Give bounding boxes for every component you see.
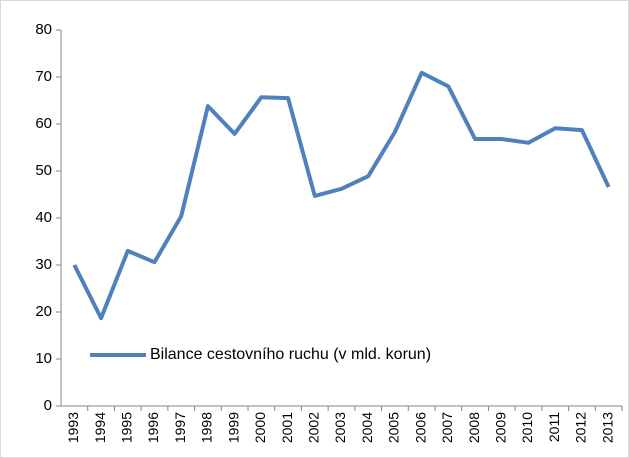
y-tick-label: 0 bbox=[44, 397, 52, 414]
x-tick-label: 1999 bbox=[225, 412, 241, 443]
y-tick-label: 80 bbox=[35, 21, 52, 38]
legend-label: Bilance cestovního ruchu (v mld. korun) bbox=[150, 346, 431, 363]
x-tick-label: 2013 bbox=[599, 412, 615, 443]
x-tick-label: 2000 bbox=[252, 412, 268, 443]
x-tick-label: 1994 bbox=[92, 412, 108, 443]
x-tick-label: 2006 bbox=[412, 412, 428, 443]
x-tick-label: 2002 bbox=[305, 412, 321, 443]
x-tick-label: 2001 bbox=[279, 412, 295, 443]
y-tick-label: 20 bbox=[35, 303, 52, 320]
x-tick-label: 2008 bbox=[466, 412, 482, 443]
y-tick-label: 10 bbox=[35, 350, 52, 367]
x-tick-label: 2010 bbox=[519, 412, 535, 443]
x-tick-label: 2005 bbox=[386, 412, 402, 443]
x-tick-label: 1996 bbox=[145, 412, 161, 443]
x-tick-label: 1995 bbox=[118, 412, 134, 443]
data-line bbox=[72, 70, 611, 321]
y-tick-label: 70 bbox=[35, 68, 52, 85]
x-tick-label: 2011 bbox=[546, 412, 562, 442]
x-tick-label: 2004 bbox=[359, 412, 375, 443]
x-tick-label: 1993 bbox=[65, 412, 81, 443]
x-tick-label: 2007 bbox=[439, 412, 455, 443]
y-tick-label: 60 bbox=[35, 115, 52, 132]
x-tick-label: 1998 bbox=[199, 412, 215, 443]
x-tick-label: 2012 bbox=[573, 412, 589, 443]
x-tick-label: 2009 bbox=[492, 412, 508, 443]
y-tick-label: 40 bbox=[35, 209, 52, 226]
y-tick-label: 50 bbox=[35, 162, 52, 179]
y-tick-label: 30 bbox=[35, 256, 52, 273]
x-tick-label: 1997 bbox=[172, 412, 188, 443]
x-tick-label: 2003 bbox=[332, 412, 348, 443]
